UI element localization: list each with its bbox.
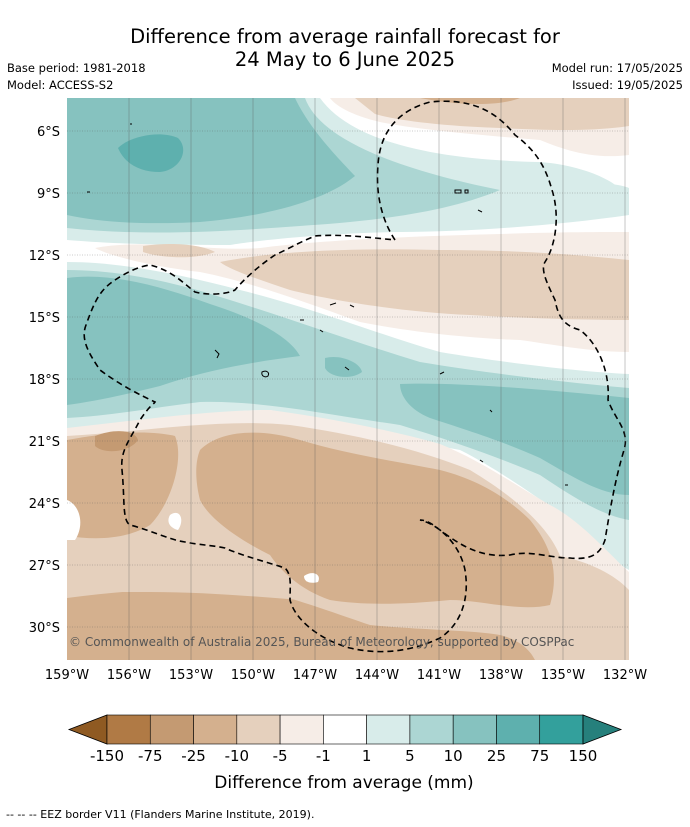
colorbar-tick-label: -10 [225,747,250,765]
latitude-labels: 6°S 9°S 12°S 15°S 18°S 21°S 24°S 27°S 30… [29,125,60,636]
colorbar-tick-label: -75 [138,747,163,765]
colorbar-swatch [409,714,454,745]
colorbar-title: Difference from average (mm) [214,773,473,793]
longitude-labels: 159°W 156°W 153°W 150°W 147°W 144°W 141°… [45,668,647,683]
colorbar-swatch [106,714,151,745]
colorbar-tick-label: 10 [444,747,463,765]
base-period-text: Base period: 1981-2018 [7,61,146,75]
colorbar-swatch [193,714,238,745]
lon-label: 144°W [355,668,399,683]
lon-label: 138°W [479,668,523,683]
colorbar-arrow-left [67,714,108,745]
colorbar-tick-label: -150 [90,747,124,765]
colorbar-swatch [236,714,281,745]
lon-label: 156°W [107,668,151,683]
eez-border [83,100,627,653]
model-text: Model: ACCESS-S2 [7,78,114,92]
colorbar-tick-label: -25 [181,747,206,765]
lon-label: 135°W [541,668,585,683]
lon-label: 150°W [231,668,275,683]
issued-text: Issued: 19/05/2025 [572,78,683,92]
lat-label: 6°S [37,125,60,140]
colorbar-swatch [496,714,541,745]
eez-footnote: -- -- -- EEZ border V11 (Flanders Marine… [6,808,315,821]
lat-label: 12°S [29,249,60,264]
copyright-text: © Commonwealth of Australia 2025, Bureau… [69,635,574,649]
colorbar-swatch [279,714,324,745]
lon-label: 147°W [293,668,337,683]
colorbar-tick-label: 75 [530,747,549,765]
colorbar-swatch [539,714,584,745]
lat-label: 21°S [29,435,60,450]
colorbar-swatch [149,714,194,745]
colorbar-labels: -150 -75 -25 -10 -5 -1 1 5 10 25 75 150 [90,747,597,765]
colorbar-tick-label: 1 [362,747,372,765]
island-outlines [87,123,568,486]
lat-label: 30°S [29,621,60,636]
colorbar-tick-label: 150 [569,747,598,765]
colorbar-tick-label: 5 [405,747,415,765]
map-title-line2: 24 May to 6 June 2025 [234,48,456,71]
lon-label: 132°W [603,668,647,683]
lat-label: 15°S [29,311,60,326]
colorbar-swatch [323,714,367,745]
colorbar-swatch [366,714,411,745]
map-title-line1: Difference from average rainfall forecas… [130,25,560,48]
colorbar [67,714,623,745]
rainfall-anomaly-field [67,98,629,660]
lat-label: 18°S [29,373,60,388]
lat-label: 24°S [29,497,60,512]
colorbar-swatch [452,714,497,745]
colorbar-arrow-right [582,714,623,745]
lon-label: 159°W [45,668,89,683]
colorbar-tick-label: 25 [487,747,506,765]
colorbar-tick-label: -5 [273,747,288,765]
lon-label: 141°W [417,668,461,683]
lon-label: 153°W [169,668,213,683]
model-run-text: Model run: 17/05/2025 [551,61,683,75]
colorbar-tick-label: -1 [316,747,331,765]
lat-label: 9°S [37,187,60,202]
lat-label: 27°S [29,559,60,574]
